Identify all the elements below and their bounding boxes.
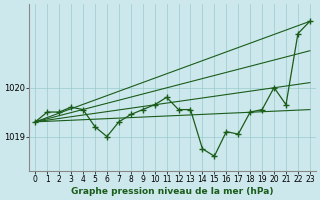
X-axis label: Graphe pression niveau de la mer (hPa): Graphe pression niveau de la mer (hPa)	[71, 187, 274, 196]
